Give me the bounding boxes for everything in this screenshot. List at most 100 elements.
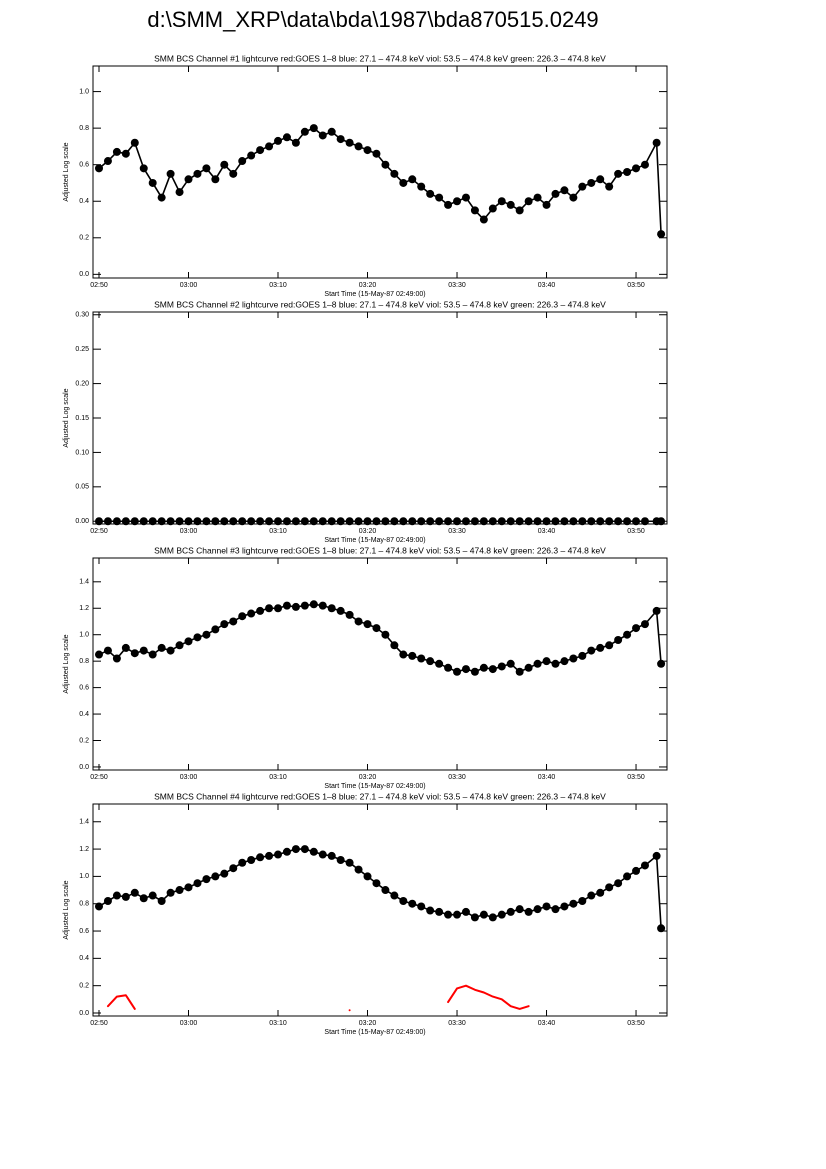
data-point bbox=[587, 646, 596, 655]
data-point bbox=[211, 872, 220, 881]
panel-title: SMM BCS Channel #1 lightcurve red:GOES 1… bbox=[154, 53, 606, 63]
x-tick-label: 03:20 bbox=[359, 528, 377, 535]
data-point bbox=[175, 641, 184, 650]
data-point bbox=[363, 620, 372, 629]
data-point bbox=[94, 902, 103, 911]
data-point bbox=[247, 609, 256, 618]
data-point bbox=[282, 847, 291, 856]
data-point bbox=[318, 601, 327, 610]
data-point bbox=[569, 654, 578, 663]
data-point bbox=[265, 517, 274, 526]
data-point bbox=[596, 888, 605, 897]
data-point bbox=[417, 517, 426, 526]
data-point bbox=[596, 517, 605, 526]
data-point bbox=[265, 851, 274, 860]
x-tick-label: 03:20 bbox=[359, 1020, 377, 1027]
data-point bbox=[640, 861, 649, 870]
data-point bbox=[515, 905, 524, 914]
data-point bbox=[372, 517, 381, 526]
data-point bbox=[238, 517, 247, 526]
plot-frame bbox=[92, 311, 668, 525]
data-point bbox=[551, 905, 560, 914]
data-point bbox=[542, 517, 551, 526]
data-point bbox=[300, 127, 309, 136]
y-tick-label: 0.8 bbox=[79, 658, 89, 665]
data-point bbox=[256, 853, 265, 862]
data-point bbox=[515, 517, 524, 526]
data-point bbox=[103, 157, 112, 166]
data-point bbox=[569, 517, 578, 526]
data-point bbox=[336, 517, 345, 526]
x-tick-label: 03:30 bbox=[448, 1020, 466, 1027]
data-point bbox=[578, 896, 587, 905]
data-point bbox=[444, 517, 453, 526]
x-tick-label: 02:50 bbox=[90, 774, 108, 781]
data-point bbox=[435, 659, 444, 668]
y-tick-label: 0.6 bbox=[79, 162, 89, 169]
x-tick-label: 02:50 bbox=[90, 1020, 108, 1027]
x-tick-label: 02:50 bbox=[90, 528, 108, 535]
data-point bbox=[533, 905, 542, 914]
data-point bbox=[247, 151, 256, 160]
data-point bbox=[363, 146, 372, 155]
x-tick-label: 03:30 bbox=[448, 774, 466, 781]
data-point bbox=[614, 879, 623, 888]
x-tick-label: 03:40 bbox=[538, 1020, 556, 1027]
data-point bbox=[121, 517, 130, 526]
data-point bbox=[488, 517, 497, 526]
y-tick-label: 0.6 bbox=[79, 928, 89, 935]
plot-frame bbox=[92, 65, 668, 279]
data-point bbox=[148, 517, 157, 526]
data-point bbox=[94, 517, 103, 526]
data-point bbox=[479, 517, 488, 526]
data-point bbox=[166, 646, 175, 655]
data-point bbox=[130, 138, 139, 147]
data-point bbox=[524, 907, 533, 916]
y-tick-label: 0.15 bbox=[75, 415, 89, 422]
data-point bbox=[381, 517, 390, 526]
data-point bbox=[372, 879, 381, 888]
data-point bbox=[363, 517, 372, 526]
data-point bbox=[426, 906, 435, 915]
y-tick-label: 1.0 bbox=[79, 88, 89, 95]
data-point bbox=[399, 517, 408, 526]
data-point bbox=[497, 662, 506, 671]
x-tick-label: 03:50 bbox=[627, 774, 645, 781]
data-point bbox=[453, 517, 462, 526]
data-point bbox=[453, 667, 462, 676]
data-point bbox=[372, 149, 381, 158]
data-point bbox=[354, 517, 363, 526]
data-point bbox=[238, 157, 247, 166]
y-tick-label: 1.0 bbox=[79, 632, 89, 639]
data-point bbox=[229, 617, 238, 626]
data-point bbox=[193, 879, 202, 888]
data-point bbox=[596, 175, 605, 184]
data-point bbox=[291, 845, 300, 854]
y-tick-label: 0.10 bbox=[75, 449, 89, 456]
data-point bbox=[578, 651, 587, 660]
data-point bbox=[470, 206, 479, 215]
x-tick-label: 03:40 bbox=[538, 282, 556, 289]
data-point bbox=[652, 851, 661, 860]
data-point bbox=[291, 138, 300, 147]
data-point bbox=[130, 888, 139, 897]
data-point bbox=[291, 602, 300, 611]
data-point bbox=[202, 630, 211, 639]
data-point bbox=[542, 657, 551, 666]
data-point bbox=[318, 517, 327, 526]
data-point bbox=[247, 856, 256, 865]
data-point bbox=[417, 654, 426, 663]
data-point bbox=[390, 641, 399, 650]
data-point bbox=[587, 891, 596, 900]
data-point bbox=[426, 517, 435, 526]
data-point bbox=[274, 136, 283, 145]
data-point bbox=[399, 178, 408, 187]
data-point bbox=[166, 888, 175, 897]
data-point bbox=[103, 517, 112, 526]
data-point bbox=[139, 164, 148, 173]
data-point bbox=[560, 517, 569, 526]
data-point bbox=[238, 612, 247, 621]
data-point bbox=[657, 517, 666, 526]
data-point bbox=[354, 865, 363, 874]
data-point bbox=[318, 131, 327, 140]
